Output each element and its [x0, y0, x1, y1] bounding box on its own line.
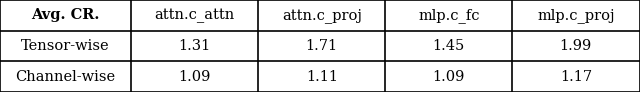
Text: mlp.c_fc: mlp.c_fc — [418, 8, 479, 23]
Text: Tensor-wise: Tensor-wise — [21, 39, 110, 53]
Text: 1.09: 1.09 — [179, 70, 211, 84]
Text: Channel-wise: Channel-wise — [15, 70, 116, 84]
Text: Avg. CR.: Avg. CR. — [31, 8, 100, 22]
Text: attn.c_proj: attn.c_proj — [282, 8, 362, 23]
Text: attn.c_attn: attn.c_attn — [155, 8, 235, 23]
Text: 1.17: 1.17 — [560, 70, 592, 84]
Text: 1.71: 1.71 — [306, 39, 338, 53]
Text: 1.45: 1.45 — [433, 39, 465, 53]
Text: mlp.c_proj: mlp.c_proj — [537, 8, 614, 23]
Text: 1.99: 1.99 — [560, 39, 592, 53]
Text: 1.31: 1.31 — [179, 39, 211, 53]
Text: 1.09: 1.09 — [433, 70, 465, 84]
Text: 1.11: 1.11 — [306, 70, 338, 84]
